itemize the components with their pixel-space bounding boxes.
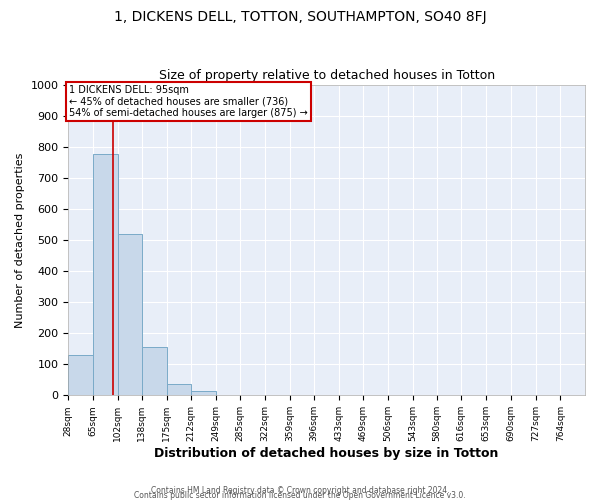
Bar <box>93 154 118 396</box>
Text: Contains public sector information licensed under the Open Government Licence v3: Contains public sector information licen… <box>134 490 466 500</box>
X-axis label: Distribution of detached houses by size in Totton: Distribution of detached houses by size … <box>154 447 499 460</box>
Text: 1, DICKENS DELL, TOTTON, SOUTHAMPTON, SO40 8FJ: 1, DICKENS DELL, TOTTON, SOUTHAMPTON, SO… <box>113 10 487 24</box>
Text: 1 DICKENS DELL: 95sqm
← 45% of detached houses are smaller (736)
54% of semi-det: 1 DICKENS DELL: 95sqm ← 45% of detached … <box>69 85 308 118</box>
Bar <box>167 384 191 396</box>
Title: Size of property relative to detached houses in Totton: Size of property relative to detached ho… <box>158 69 495 82</box>
Y-axis label: Number of detached properties: Number of detached properties <box>15 152 25 328</box>
Bar <box>68 355 93 396</box>
Bar <box>191 392 216 396</box>
Bar <box>118 234 142 396</box>
Text: Contains HM Land Registry data © Crown copyright and database right 2024.: Contains HM Land Registry data © Crown c… <box>151 486 449 495</box>
Bar <box>142 346 167 396</box>
